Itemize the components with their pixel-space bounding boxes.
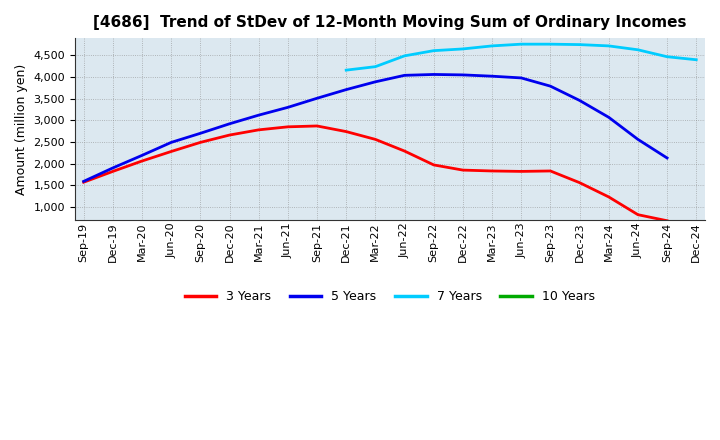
3 Years bbox=[284, 124, 292, 129]
7 Years bbox=[342, 67, 351, 73]
5 Years bbox=[254, 113, 263, 118]
3 Years bbox=[517, 169, 526, 174]
5 Years bbox=[109, 165, 117, 171]
5 Years bbox=[546, 84, 554, 89]
5 Years bbox=[487, 73, 496, 79]
5 Years bbox=[662, 155, 671, 161]
7 Years bbox=[400, 53, 409, 59]
5 Years bbox=[196, 131, 204, 136]
7 Years bbox=[371, 64, 379, 70]
5 Years bbox=[429, 72, 438, 77]
5 Years bbox=[517, 75, 526, 81]
5 Years bbox=[138, 153, 146, 158]
Y-axis label: Amount (million yen): Amount (million yen) bbox=[15, 63, 28, 194]
7 Years bbox=[546, 41, 554, 47]
7 Years bbox=[517, 41, 526, 47]
3 Years bbox=[662, 218, 671, 224]
5 Years bbox=[634, 137, 642, 142]
5 Years bbox=[79, 179, 88, 184]
3 Years bbox=[634, 212, 642, 217]
7 Years bbox=[634, 47, 642, 52]
5 Years bbox=[225, 121, 234, 126]
Line: 3 Years: 3 Years bbox=[84, 126, 667, 221]
3 Years bbox=[342, 129, 351, 134]
5 Years bbox=[312, 95, 321, 101]
7 Years bbox=[692, 57, 701, 62]
5 Years bbox=[400, 73, 409, 78]
3 Years bbox=[254, 127, 263, 132]
5 Years bbox=[604, 115, 613, 120]
5 Years bbox=[284, 105, 292, 110]
7 Years bbox=[429, 48, 438, 53]
Legend: 3 Years, 5 Years, 7 Years, 10 Years: 3 Years, 5 Years, 7 Years, 10 Years bbox=[180, 285, 600, 308]
Line: 5 Years: 5 Years bbox=[84, 74, 667, 181]
5 Years bbox=[342, 87, 351, 92]
3 Years bbox=[604, 194, 613, 200]
3 Years bbox=[575, 180, 584, 185]
3 Years bbox=[312, 123, 321, 128]
5 Years bbox=[167, 140, 176, 145]
7 Years bbox=[662, 54, 671, 59]
3 Years bbox=[79, 180, 88, 185]
3 Years bbox=[109, 169, 117, 174]
7 Years bbox=[487, 43, 496, 48]
7 Years bbox=[604, 43, 613, 48]
3 Years bbox=[400, 148, 409, 154]
Title: [4686]  Trend of StDev of 12-Month Moving Sum of Ordinary Incomes: [4686] Trend of StDev of 12-Month Moving… bbox=[93, 15, 687, 30]
3 Years bbox=[225, 132, 234, 138]
3 Years bbox=[196, 140, 204, 145]
3 Years bbox=[371, 137, 379, 142]
3 Years bbox=[459, 168, 467, 173]
3 Years bbox=[167, 149, 176, 154]
Line: 7 Years: 7 Years bbox=[346, 44, 696, 70]
5 Years bbox=[371, 79, 379, 84]
5 Years bbox=[459, 72, 467, 77]
3 Years bbox=[546, 169, 554, 174]
3 Years bbox=[429, 162, 438, 168]
7 Years bbox=[575, 42, 584, 47]
5 Years bbox=[575, 98, 584, 103]
3 Years bbox=[487, 169, 496, 174]
7 Years bbox=[459, 46, 467, 51]
3 Years bbox=[138, 158, 146, 164]
